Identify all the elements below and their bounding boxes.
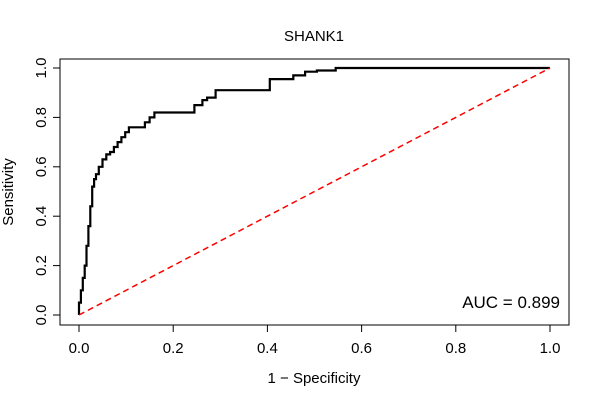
- x-tick-label: 0.6: [351, 340, 372, 357]
- y-axis: 0.0 0.2 0.4 0.6 0.8 1.0: [33, 58, 60, 326]
- x-tick-label: 0.8: [445, 340, 466, 357]
- y-tick-label: 0.4: [33, 206, 50, 227]
- y-tick-label: 1.0: [33, 58, 50, 79]
- x-tick-label: 0.2: [163, 340, 184, 357]
- x-tick-label: 0.4: [257, 340, 278, 357]
- plot-frame: [59, 58, 570, 326]
- series-layer: [77, 66, 551, 316]
- x-axis-label: 1 − Specificity: [268, 370, 361, 387]
- x-tick-label: 1.0: [540, 340, 561, 357]
- auc-annotation: AUC = 0.899: [462, 293, 560, 312]
- reference-diagonal-line: [78, 67, 551, 316]
- x-tick-label: 0.0: [69, 340, 90, 357]
- chart-title: SHANK1: [284, 28, 344, 45]
- x-axis: 0.0 0.2 0.4 0.6 0.8 1.0: [69, 325, 561, 357]
- y-axis-label: Sensitivity: [0, 158, 17, 226]
- y-tick-label: 0.2: [33, 255, 50, 276]
- y-tick-label: 0.8: [33, 107, 50, 128]
- y-tick-label: 0.6: [33, 156, 50, 177]
- roc-curve: [77, 66, 550, 315]
- y-tick-label: 0.0: [33, 305, 50, 326]
